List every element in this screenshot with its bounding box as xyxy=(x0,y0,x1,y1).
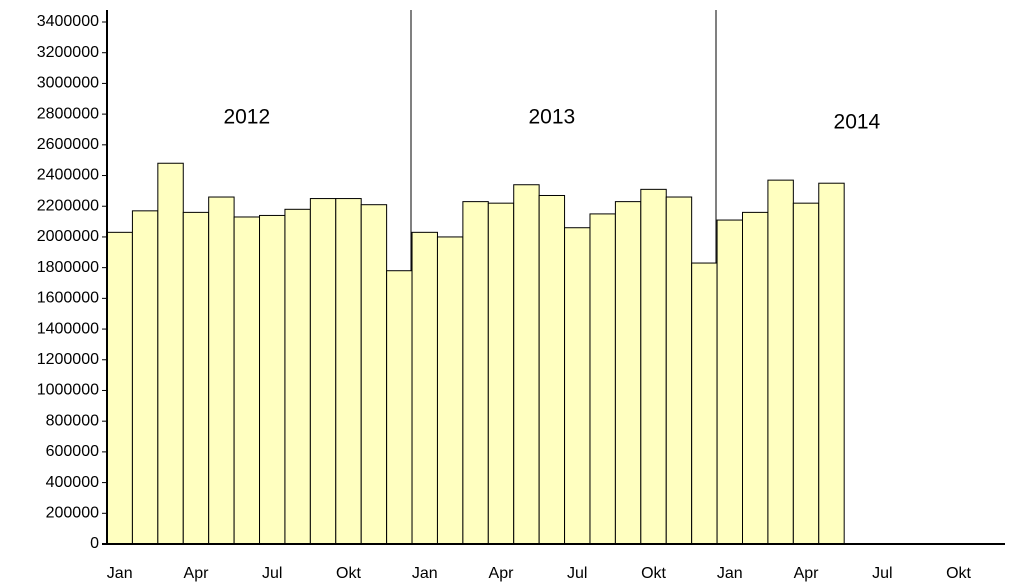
x-tick-label: Jul xyxy=(567,565,587,582)
x-tick-label: Apr xyxy=(184,565,210,582)
x-tick-label: Jan xyxy=(412,565,438,582)
bar xyxy=(564,227,591,545)
bar xyxy=(360,204,388,545)
y-tick-label: 0 xyxy=(90,535,99,552)
y-tick-label: 3000000 xyxy=(37,75,99,92)
bar xyxy=(309,198,337,545)
bar xyxy=(233,216,261,545)
y-tick-label: 200000 xyxy=(46,505,99,522)
bar xyxy=(284,208,311,545)
y-tick-label: 600000 xyxy=(46,443,99,460)
bar xyxy=(589,213,616,545)
bar xyxy=(716,219,744,545)
x-tick-label: Okt xyxy=(641,565,666,582)
y-tick-label: 2200000 xyxy=(37,197,99,214)
x-tick-label: Jul xyxy=(262,565,282,582)
bar xyxy=(335,198,362,545)
bar xyxy=(640,188,667,545)
y-tick-label: 3200000 xyxy=(37,44,99,61)
y-tick-label: 1200000 xyxy=(37,351,99,368)
y-tick-label: 800000 xyxy=(46,412,99,429)
bar xyxy=(208,196,235,545)
y-tick-label: 1400000 xyxy=(37,320,99,337)
bar xyxy=(386,270,413,545)
y-tick-label: 2400000 xyxy=(37,167,99,184)
bar xyxy=(157,162,184,545)
y-tick-label: 1800000 xyxy=(37,259,99,276)
y-tick-label: 1000000 xyxy=(37,382,99,399)
bar xyxy=(131,210,159,545)
bar xyxy=(259,214,286,545)
bar xyxy=(513,184,540,545)
x-tick-label: Jul xyxy=(872,565,892,582)
bar xyxy=(436,236,464,545)
x-tick-label: Apr xyxy=(794,565,820,582)
x-tick-label: Jan xyxy=(717,565,743,582)
bar xyxy=(614,201,642,545)
y-tick-label: 2600000 xyxy=(37,136,99,153)
year-label: 2013 xyxy=(528,106,575,129)
x-tick-label: Okt xyxy=(946,565,971,582)
year-label: 2014 xyxy=(834,111,881,134)
bar xyxy=(767,179,794,545)
y-tick-label: 2000000 xyxy=(37,228,99,245)
x-tick-label: Okt xyxy=(336,565,361,582)
bar xyxy=(487,202,515,545)
bar xyxy=(665,196,693,545)
x-tick-label: Jan xyxy=(107,565,133,582)
year-label: 2012 xyxy=(223,106,270,129)
bar xyxy=(462,201,489,545)
bar xyxy=(538,194,566,545)
bar xyxy=(792,202,820,545)
y-tick-label: 400000 xyxy=(46,474,99,491)
bar xyxy=(691,262,718,545)
y-tick-label: 1600000 xyxy=(37,290,99,307)
bar xyxy=(742,211,769,545)
bar xyxy=(818,182,845,545)
bar xyxy=(411,231,438,545)
y-tick-label: 2800000 xyxy=(37,105,99,122)
x-tick-label: Apr xyxy=(489,565,515,582)
y-tick-label: 3400000 xyxy=(37,13,99,30)
bar xyxy=(182,211,210,545)
bar xyxy=(106,231,133,545)
